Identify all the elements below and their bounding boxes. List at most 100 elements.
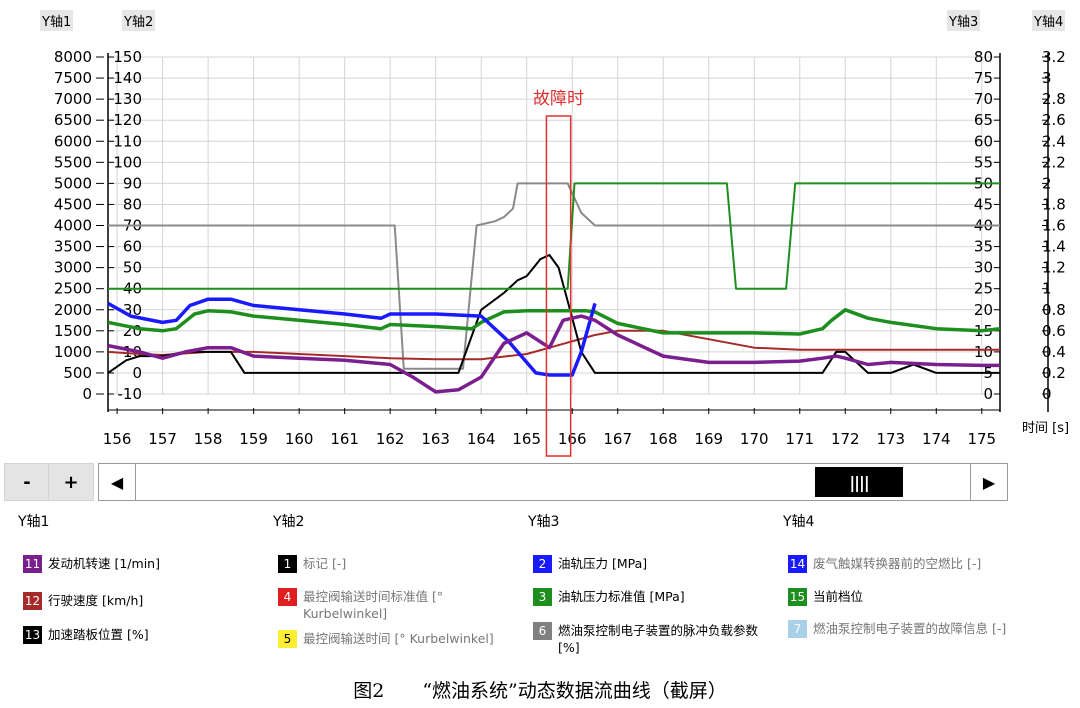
y-tick-label: 65 (974, 111, 993, 129)
legend-item[interactable]: 13 加速踏板位置 [%] (23, 626, 149, 644)
bottom-axis-label: Y轴1 (18, 514, 50, 530)
scroll-thumb[interactable]: |||| (815, 467, 903, 497)
y-tick-label: 1500 (54, 322, 92, 340)
legend-number-badge: 5 (278, 630, 297, 648)
bottom-axis-label: Y轴4 (783, 514, 815, 530)
y-tick-label: 6000 (54, 132, 92, 150)
y-tick-label: 0.4 (1042, 343, 1066, 361)
legend-label: 发动机转速 [1/min] (48, 556, 160, 571)
y-tick-label: 1.6 (1042, 217, 1066, 235)
y-tick-label: 0.8 (1042, 301, 1066, 319)
y-tick-label: 140 (113, 69, 142, 87)
legend-label: 最控阀输送时间标准值 [° Kurbelwinkel] (303, 589, 444, 621)
scroll-left-icon[interactable]: ◀ (99, 464, 136, 500)
legend-number-badge: 14 (788, 555, 807, 573)
x-tick-label: 161 (330, 430, 359, 448)
y-tick-label: 5000 (54, 174, 92, 192)
legend-item[interactable]: 7 燃油泵控制电子装置的故障信息 [-] (788, 620, 1006, 638)
y-axis-4-tag: Y轴4 (1032, 10, 1066, 31)
legend-label: 加速踏板位置 [%] (48, 627, 149, 642)
legend-label: 当前档位 (813, 589, 864, 604)
legend-label: 废气触媒转换器前的空燃比 [-] (813, 556, 982, 571)
legend-item[interactable]: 14 废气触媒转换器前的空燃比 [-] (788, 555, 981, 573)
y-tick-label: 70 (974, 90, 993, 108)
y-tick-label: 2.8 (1042, 90, 1066, 108)
y-tick-label: 55 (974, 153, 993, 171)
series-line (108, 182, 1000, 370)
line-chart: 8000750070006500600055005000450040003500… (54, 48, 1069, 457)
y-axis-1-tag: Y轴1 (40, 10, 74, 31)
y-tick-label: 4500 (54, 195, 92, 213)
fault-annotation-label: 故障时 (533, 89, 584, 109)
y-tick-label: 75 (974, 69, 993, 87)
y-tick-label: 7000 (54, 90, 92, 108)
y-tick-label: 2.6 (1042, 111, 1066, 129)
legend-number-badge: 12 (23, 592, 42, 610)
y-tick-label: 130 (113, 90, 142, 108)
legend-number-badge: 6 (533, 622, 552, 640)
legend-number-badge: 11 (23, 555, 42, 573)
bottom-axis-label: Y轴2 (273, 514, 305, 530)
time-scrollbar[interactable]: ◀ |||| ▶ (98, 463, 1008, 501)
legend-number-badge: 1 (278, 555, 297, 573)
y-tick-label: 150 (113, 48, 142, 66)
x-tick-label: 167 (603, 430, 632, 448)
legend-item[interactable]: 1 标记 [-] (278, 555, 346, 573)
y-tick-label: 20 (974, 301, 993, 319)
y-tick-label: 2.4 (1042, 132, 1066, 150)
legend-item[interactable]: 11 发动机转速 [1/min] (23, 555, 160, 573)
x-axis-label: 时间 [s] (1022, 421, 1069, 436)
legend-item[interactable]: 5 最控阀输送时间 [° Kurbelwinkel] (278, 630, 494, 648)
y-tick-label: 0 (82, 385, 92, 403)
legend-item[interactable]: 15 当前档位 (788, 588, 863, 606)
legend-item[interactable]: 12 行驶速度 [km/h] (23, 592, 143, 610)
x-tick-label: 170 (740, 430, 769, 448)
legend-number-badge: 7 (788, 620, 807, 638)
y-tick-label: 50 (123, 259, 142, 277)
legend-item[interactable]: 2 油轨压力 [MPa] (533, 555, 647, 573)
y-tick-label: -10 (118, 385, 143, 403)
y-tick-label: 3500 (54, 238, 92, 256)
x-tick-label: 172 (831, 430, 860, 448)
series-line (108, 182, 1000, 290)
y-tick-label: 25 (974, 280, 993, 298)
y-tick-label: 7500 (54, 69, 92, 87)
legend-number-badge: 13 (23, 626, 42, 644)
y-tick-label: 1000 (54, 343, 92, 361)
x-tick-label: 175 (967, 430, 996, 448)
y-tick-label: 35 (974, 238, 993, 256)
zoom-in-button[interactable]: + (48, 463, 94, 501)
legend-label: 标记 [-] (303, 556, 347, 571)
y-tick-label: 30 (974, 259, 993, 277)
x-tick-label: 166 (558, 430, 587, 448)
y-tick-label: 2.2 (1042, 153, 1066, 171)
legend-label: 燃油泵控制电子装置的故障信息 [-] (813, 621, 1007, 636)
x-tick-label: 168 (649, 430, 678, 448)
series-line (107, 314, 1000, 394)
legend-item[interactable]: 3 油轨压力标准值 [MPa] (533, 588, 685, 606)
legend-item[interactable]: 4 最控阀输送时间标准值 [° Kurbelwinkel] (278, 588, 513, 622)
y-tick-label: 60 (974, 132, 993, 150)
y-tick-label: 2000 (54, 301, 92, 319)
y-tick-label: 1.2 (1042, 259, 1066, 277)
y-tick-label: 0.6 (1042, 322, 1066, 340)
y-tick-label: 60 (123, 238, 142, 256)
scroll-right-icon[interactable]: ▶ (970, 464, 1007, 500)
zoom-out-button[interactable]: - (4, 463, 50, 501)
x-tick-label: 173 (876, 430, 905, 448)
legend-label: 行驶速度 [km/h] (48, 593, 144, 608)
x-tick-label: 164 (467, 430, 496, 448)
x-tick-label: 159 (239, 430, 268, 448)
legend-item[interactable]: 6 燃油泵控制电子装置的脉冲负载参数 [%] (533, 622, 768, 656)
series-line (107, 254, 1000, 374)
x-tick-label: 165 (512, 430, 541, 448)
y-tick-label: 120 (113, 111, 142, 129)
x-tick-label: 162 (376, 430, 405, 448)
y-tick-label: 8000 (54, 48, 92, 66)
x-tick-label: 160 (285, 430, 314, 448)
y-tick-label: 80 (123, 195, 142, 213)
y-tick-label: 80 (974, 48, 993, 66)
legend-label: 油轨压力标准值 [MPa] (558, 589, 685, 604)
x-tick-label: 174 (922, 430, 951, 448)
series-line (107, 308, 1001, 336)
